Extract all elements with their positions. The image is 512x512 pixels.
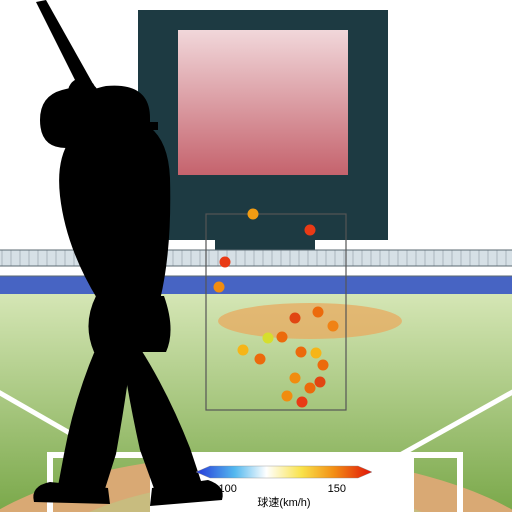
- pitch-location-chart: 100 150 球速(km/h): [0, 0, 512, 512]
- legend-bar: [196, 466, 372, 478]
- pitch-marker: [296, 347, 307, 358]
- pitch-marker: [305, 383, 316, 394]
- pitch-marker: [290, 313, 301, 324]
- pitch-marker: [238, 345, 249, 356]
- scoreboard-screen: [178, 30, 348, 175]
- legend-tick-label: 100: [219, 483, 237, 495]
- pitch-marker: [318, 360, 329, 371]
- pitch-marker: [263, 333, 274, 344]
- pitch-marker: [311, 348, 322, 359]
- pitch-marker: [248, 209, 259, 220]
- mound-dirt: [218, 303, 402, 339]
- pitch-marker: [214, 282, 225, 293]
- pitch-marker: [297, 397, 308, 408]
- pitch-marker: [328, 321, 339, 332]
- pitch-marker: [305, 225, 316, 236]
- stands-wall: [0, 276, 512, 294]
- pitch-marker: [255, 354, 266, 365]
- legend-tick-label: 150: [328, 483, 346, 495]
- pitch-marker: [277, 332, 288, 343]
- pitch-marker: [290, 373, 301, 384]
- pitch-marker: [313, 307, 324, 318]
- pitch-marker: [220, 257, 231, 268]
- stands-mid: [0, 266, 512, 276]
- legend-axis-label: 球速(km/h): [257, 495, 310, 509]
- pitch-marker: [282, 391, 293, 402]
- pitch-marker: [315, 377, 326, 388]
